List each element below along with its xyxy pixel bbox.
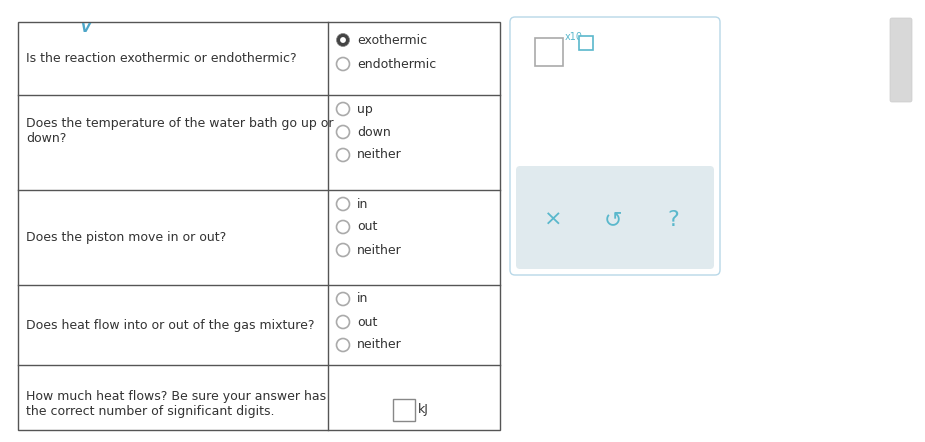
Text: neither: neither <box>357 149 401 161</box>
Text: down: down <box>357 126 390 138</box>
Text: endothermic: endothermic <box>357 57 437 71</box>
Text: out: out <box>357 221 377 233</box>
Text: neither: neither <box>357 339 401 351</box>
Circle shape <box>340 37 346 43</box>
Text: out: out <box>357 316 377 328</box>
Text: ?: ? <box>667 210 679 230</box>
Text: Does the temperature of the water bath go up or
down?: Does the temperature of the water bath g… <box>26 117 334 145</box>
Text: in: in <box>357 293 368 305</box>
Text: Does heat flow into or out of the gas mixture?: Does heat flow into or out of the gas mi… <box>26 319 314 332</box>
Text: up: up <box>357 103 373 115</box>
FancyBboxPatch shape <box>890 18 912 102</box>
Text: How much heat flows? Be sure your answer has
the correct number of significant d: How much heat flows? Be sure your answer… <box>26 390 327 418</box>
Bar <box>393 399 415 421</box>
Text: kJ: kJ <box>418 404 429 416</box>
Circle shape <box>337 34 350 46</box>
Text: ↺: ↺ <box>604 210 623 230</box>
Bar <box>579 36 593 50</box>
FancyBboxPatch shape <box>510 17 720 275</box>
Text: exothermic: exothermic <box>357 34 427 46</box>
Text: v: v <box>80 20 90 35</box>
Bar <box>18 22 500 430</box>
Text: ×: × <box>544 210 562 230</box>
Text: in: in <box>357 198 368 210</box>
Text: Does the piston move in or out?: Does the piston move in or out? <box>26 231 227 244</box>
Text: x10: x10 <box>565 32 583 42</box>
FancyBboxPatch shape <box>516 166 714 269</box>
Text: Is the reaction exothermic or endothermic?: Is the reaction exothermic or endothermi… <box>26 52 297 65</box>
Bar <box>535 38 563 66</box>
Text: neither: neither <box>357 244 401 256</box>
